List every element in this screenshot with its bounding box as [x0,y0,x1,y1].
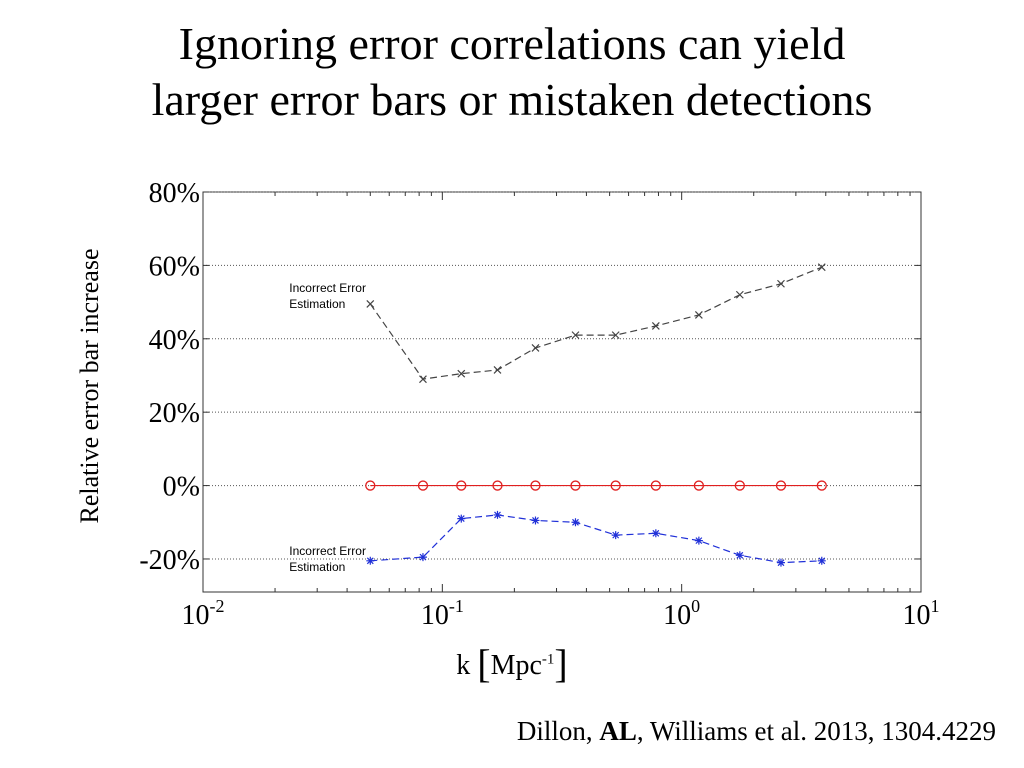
x-axis-label: k [Mpc-1] [0,640,1024,687]
y-tick-label: 0% [163,472,200,503]
x-tick-label: 101 [903,596,940,631]
series-1-point [650,480,661,491]
citation-bold-author: AL [599,716,637,746]
series-0-point [817,263,826,272]
x-axis-bracket-open: [ [477,641,491,686]
y-axis-label: Relative error bar increase [75,248,104,524]
slide-title: Ignoring error correlations can yield la… [0,16,1024,128]
series-1-point [610,480,621,491]
y-tick-label: 40% [149,325,200,356]
series-1-point [734,480,745,491]
series-2-point [611,531,620,540]
title-line-2: larger error bars or mistaken detections [151,74,873,125]
y-tick-label: -20% [139,545,200,576]
series-0-line [369,266,823,380]
series-0-point [419,375,427,384]
series-2-annotation: Estimation [289,560,345,574]
x-axis-unit-exponent: -1 [541,651,555,668]
x-tick-label: 10-2 [182,596,225,631]
series-0-point [777,279,785,288]
x-axis-label-k: k [456,650,471,681]
series-2-annotation: Incorrect Error [289,544,366,558]
series-1-point [816,480,827,491]
y-tick-label: 20% [149,398,200,429]
series-2-point [457,514,466,523]
series-0-point [735,290,744,299]
series-1-point [530,480,541,491]
series-1-point [570,480,581,491]
series-0-point [457,369,466,378]
citation: Dillon, AL, Williams et al. 2013, 1304.4… [517,716,996,747]
series-0-point [493,366,502,374]
series-0-point [531,344,540,352]
series-0-annotation: Estimation [289,297,345,311]
series-2-point [493,510,502,519]
series-0-point [651,322,660,330]
series-1-point [693,480,705,491]
series-1-point [417,480,429,491]
series-2-point [571,518,580,527]
series-2-point [817,556,826,565]
series-2-line [370,514,822,564]
series-1-point [365,480,376,491]
series-2-point [531,516,540,525]
plot-frame [202,191,922,593]
series-1-point [492,480,503,491]
series-2-point [651,529,660,538]
series-0-point [571,331,580,340]
y-tick-label: 60% [149,251,200,282]
series-0-point [611,331,620,340]
citation-authors: Dillon, [516,716,600,746]
series-1-point [456,480,467,491]
series-0-point [366,300,375,308]
series-2-point [735,551,744,560]
x-tick-label: 10-1 [421,596,464,631]
series-0-annotation: Incorrect Error [289,281,366,295]
x-axis-unit: Mpc [490,650,542,681]
series-0-point [694,311,703,319]
title-line-1: Ignoring error correlations can yield [178,18,846,69]
series-2-point [418,553,427,562]
y-tick-label: 80% [149,178,200,209]
citation-reference: , Williams et al. 2013, 1304.4229 [636,716,996,746]
series-1-point [775,480,787,491]
series-2-point [776,558,785,567]
x-axis-bracket-close: ] [554,641,568,686]
x-tick-label: 100 [663,596,700,631]
series-2-point [694,536,703,545]
series-2-point [366,556,375,565]
